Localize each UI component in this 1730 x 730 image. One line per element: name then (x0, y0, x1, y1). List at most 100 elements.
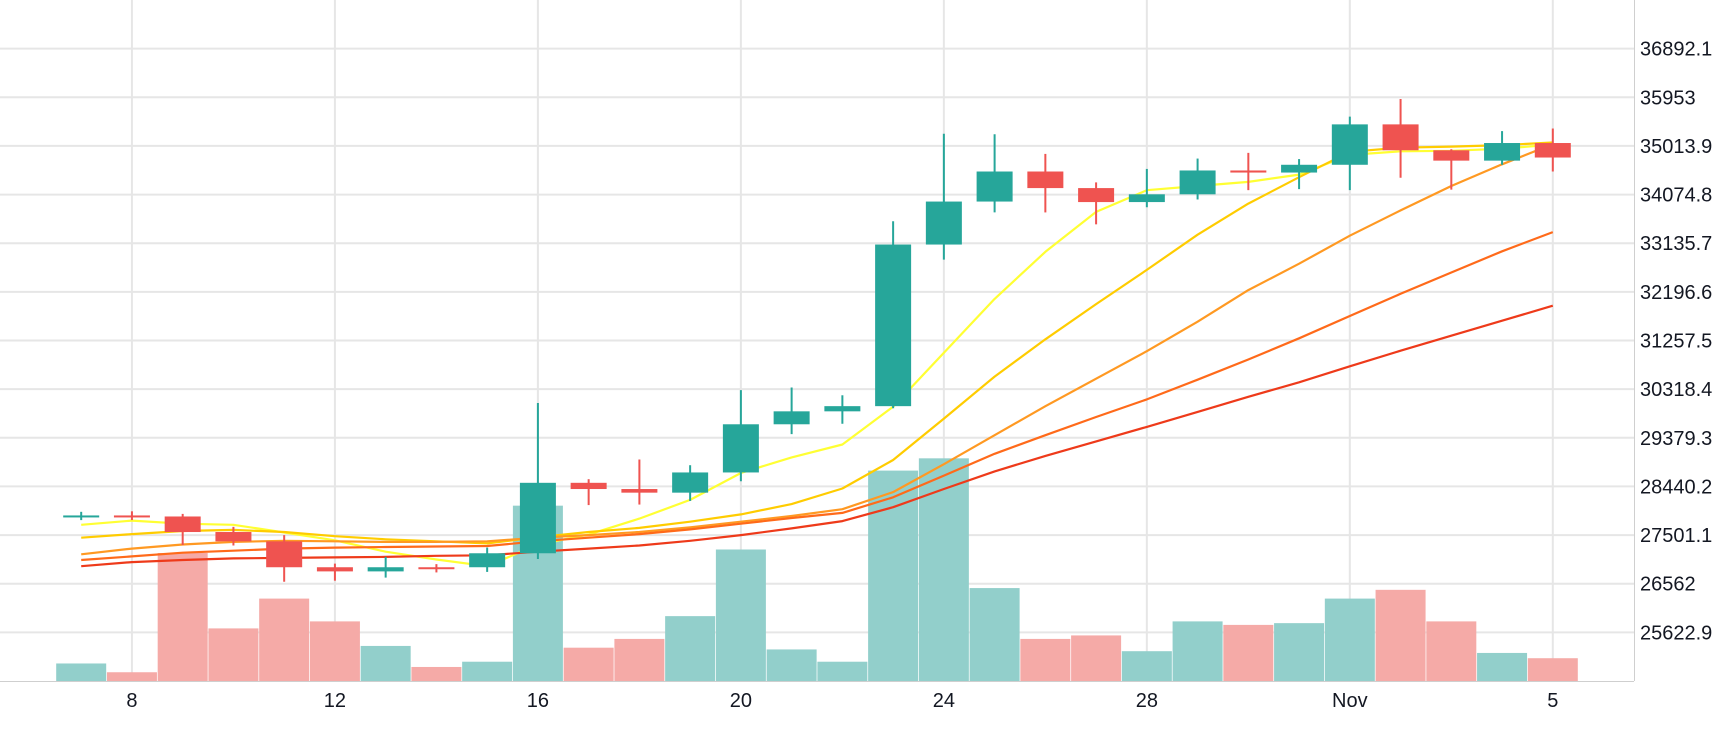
candle-down (164, 513, 201, 545)
candle-body (672, 472, 709, 493)
candle-down (1078, 182, 1115, 225)
candle-body (1433, 150, 1470, 161)
volume-bar (1375, 589, 1426, 681)
candle-body (1128, 194, 1165, 203)
volume-bar (106, 672, 157, 681)
candle-body (1027, 171, 1064, 189)
x-tick-label: 8 (126, 690, 137, 712)
candle-up (1281, 159, 1318, 190)
candle-body (1484, 143, 1521, 161)
candle-up (1484, 131, 1521, 165)
candle-body (976, 171, 1013, 202)
volume-bar (1426, 621, 1477, 681)
candle-down (1382, 98, 1419, 178)
candle-up (519, 403, 556, 559)
moving-average-lines (81, 141, 1554, 568)
candle-up (773, 387, 810, 435)
volume-bar (1527, 658, 1578, 681)
volume-bar (715, 549, 766, 681)
x-tick-label: Nov (1332, 690, 1368, 712)
candle-body (316, 567, 353, 572)
moving-average-line (81, 143, 1554, 556)
candle-body (367, 567, 404, 572)
moving-average-line (81, 143, 1553, 568)
moving-average-line (81, 231, 1554, 562)
x-tick-label: 24 (933, 690, 955, 712)
candle-body (1179, 170, 1216, 195)
y-tick-label: 25622.9 (1640, 622, 1712, 644)
candle-up (875, 221, 912, 409)
candle-body (63, 515, 100, 518)
candle-body (215, 532, 252, 542)
x-tick-label: 16 (527, 690, 549, 712)
candle-body (266, 541, 303, 568)
y-tick-label: 34074.8 (1640, 185, 1712, 207)
candle-body (164, 516, 201, 533)
candle-body (773, 411, 810, 425)
volume-bar (918, 458, 969, 681)
candle-body (1281, 164, 1318, 173)
candle-down (1027, 153, 1064, 213)
x-tick-label: 20 (730, 690, 752, 712)
candle-body (1534, 143, 1571, 158)
y-tick-label: 26562 (1640, 574, 1696, 596)
candle-body (621, 489, 658, 493)
candle-up (722, 390, 759, 482)
volume-bar (1172, 621, 1223, 681)
candle-body (824, 406, 861, 412)
candle-down (1534, 128, 1571, 172)
candlesticks (63, 98, 1571, 582)
volume-bar (208, 628, 259, 681)
candle-up (976, 134, 1013, 213)
volume-bar (1274, 623, 1325, 681)
candle-body (1230, 170, 1267, 173)
y-tick-label: 31257.5 (1640, 331, 1712, 353)
candle-down (570, 479, 607, 506)
candle-body (925, 201, 962, 245)
candle-body (1078, 188, 1115, 203)
candle-body (1331, 124, 1368, 165)
y-tick-label: 33135.7 (1640, 233, 1712, 255)
volume-bar (56, 663, 107, 681)
x-tick-label: 5 (1547, 690, 1558, 712)
candle-up (367, 556, 404, 578)
volume-bar (411, 666, 462, 681)
candle-up (1331, 116, 1368, 191)
volume-bar (817, 661, 868, 681)
moving-average-line (81, 141, 1553, 545)
x-tick-label: 28 (1136, 690, 1158, 712)
candle-body (418, 567, 455, 570)
y-tick-label: 29379.3 (1640, 428, 1712, 450)
candle-body (722, 424, 759, 473)
candle-down (215, 526, 252, 546)
volume-bar (360, 645, 411, 681)
y-tick-label: 27501.1 (1640, 525, 1712, 547)
volume-bar (1121, 651, 1172, 681)
volume-bar (868, 470, 919, 681)
candle-body (875, 244, 912, 407)
volume-bars (56, 458, 1578, 681)
volume-bar (1223, 624, 1274, 681)
x-tick-label: 12 (324, 690, 346, 712)
candle-up (1179, 158, 1216, 200)
candle-body (570, 482, 607, 490)
candle-up (1128, 168, 1165, 208)
candle-up (672, 465, 709, 501)
y-tick-label: 28440.2 (1640, 476, 1712, 498)
candle-down (621, 459, 658, 505)
y-tick-label: 35013.9 (1640, 136, 1712, 158)
volume-bar (969, 588, 1020, 681)
candle-up (824, 395, 861, 424)
candle-down (1230, 152, 1267, 191)
volume-bar (1324, 598, 1375, 681)
volume-bar (1071, 635, 1122, 681)
volume-bar (259, 598, 310, 681)
y-tick-label: 35953 (1640, 87, 1696, 109)
candle-down (316, 563, 353, 581)
candle-up (63, 511, 100, 521)
candle-body (113, 515, 150, 518)
y-tick-label: 36892.1 (1640, 39, 1712, 61)
candle-down (1433, 149, 1470, 190)
candle-body (469, 553, 506, 568)
